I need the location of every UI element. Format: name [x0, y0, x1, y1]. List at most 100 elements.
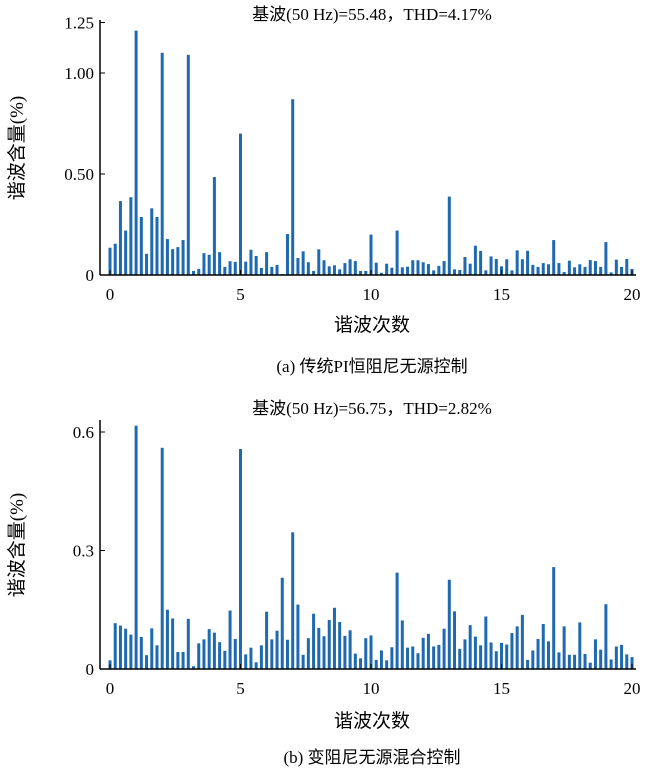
x-tick-label: 0 — [106, 285, 115, 304]
bar — [374, 659, 378, 669]
bar — [348, 630, 352, 669]
bar — [515, 626, 519, 669]
bar — [265, 252, 269, 275]
bar — [557, 263, 561, 275]
chart-a-xlabel: 谐波次数 — [334, 314, 410, 336]
bar — [437, 644, 441, 669]
bar — [583, 266, 587, 275]
y-tick-label: 0.6 — [73, 423, 94, 442]
bar — [176, 247, 180, 275]
bar — [552, 567, 556, 669]
bar — [369, 234, 373, 275]
bar — [296, 604, 300, 669]
bar — [192, 270, 196, 275]
bar — [176, 652, 180, 669]
bar — [520, 259, 524, 275]
bar — [473, 245, 477, 275]
bar — [541, 623, 545, 669]
bar — [447, 579, 451, 669]
bar — [353, 261, 357, 275]
bar — [604, 242, 608, 275]
bar — [280, 577, 284, 669]
bar — [171, 249, 175, 275]
bar — [134, 30, 138, 275]
bar — [218, 642, 222, 669]
bar — [526, 659, 530, 669]
bar — [515, 250, 519, 275]
chart-a-ylabel: 谐波含量(%) — [6, 96, 28, 200]
bar — [463, 257, 467, 275]
x-tick-label: 5 — [236, 285, 245, 304]
bar — [421, 637, 425, 669]
bar — [505, 259, 509, 275]
bar — [129, 634, 133, 669]
bar — [150, 208, 154, 275]
bar — [447, 196, 451, 275]
chart-b-x-ticks: 0 5 10 15 20 — [106, 664, 641, 698]
bar — [306, 262, 310, 275]
x-tick-label: 10 — [363, 285, 380, 304]
bar — [359, 270, 363, 275]
bar — [312, 613, 316, 669]
bar — [254, 662, 258, 669]
bar — [270, 266, 274, 275]
bar — [317, 249, 321, 275]
bar — [364, 270, 368, 275]
bar — [406, 266, 410, 275]
bar — [536, 638, 540, 669]
bar — [139, 637, 143, 669]
bar — [479, 250, 483, 275]
bar — [505, 644, 509, 669]
bar — [374, 262, 378, 275]
bar — [291, 99, 295, 275]
bar — [541, 263, 545, 275]
bar — [113, 623, 117, 669]
bar — [212, 632, 216, 669]
bar — [301, 654, 305, 669]
chart-b-bars — [108, 425, 634, 669]
bar — [620, 644, 624, 669]
bar — [275, 630, 279, 669]
bar — [223, 650, 227, 669]
bar — [322, 260, 326, 275]
bar — [395, 230, 399, 275]
bar — [531, 650, 535, 669]
bar — [343, 635, 347, 669]
bar — [421, 262, 425, 275]
bar — [406, 647, 410, 669]
bar — [155, 645, 159, 669]
bar — [599, 266, 603, 275]
x-tick-label: 0 — [106, 679, 115, 698]
bar — [562, 271, 566, 275]
bar — [562, 626, 566, 669]
y-tick-label: 0.50 — [64, 165, 94, 184]
bar — [338, 621, 342, 669]
bar — [348, 259, 352, 275]
bar — [526, 250, 530, 275]
bar — [520, 614, 524, 669]
bar — [202, 253, 206, 275]
bar — [578, 264, 582, 275]
bar — [400, 267, 404, 275]
chart-b: 基波(50 Hz)=56.75，THD=2.82% 0 0.3 0.6 0 5 10 15… — [6, 399, 641, 767]
chart-b-y-ticks: 0 0.3 0.6 — [73, 423, 105, 679]
bar — [291, 532, 295, 669]
bar — [369, 635, 373, 669]
x-tick-label: 20 — [624, 285, 641, 304]
bar — [285, 639, 289, 669]
bar — [500, 642, 503, 669]
bar — [484, 270, 488, 275]
chart-b-title: 基波(50 Hz)=56.75，THD=2.82% — [252, 399, 492, 418]
bar — [593, 261, 597, 275]
bar — [228, 261, 232, 275]
bar — [239, 448, 242, 669]
x-tick-label: 15 — [493, 679, 510, 698]
bar — [609, 272, 613, 275]
y-tick-label: 0 — [86, 266, 95, 285]
bar — [473, 636, 477, 669]
chart-a-x-ticks: 0 5 10 15 20 — [106, 270, 641, 304]
bar — [317, 627, 321, 669]
chart-b-caption: (b) 变阻尼无源混合控制 — [283, 748, 460, 767]
bar — [223, 266, 227, 275]
